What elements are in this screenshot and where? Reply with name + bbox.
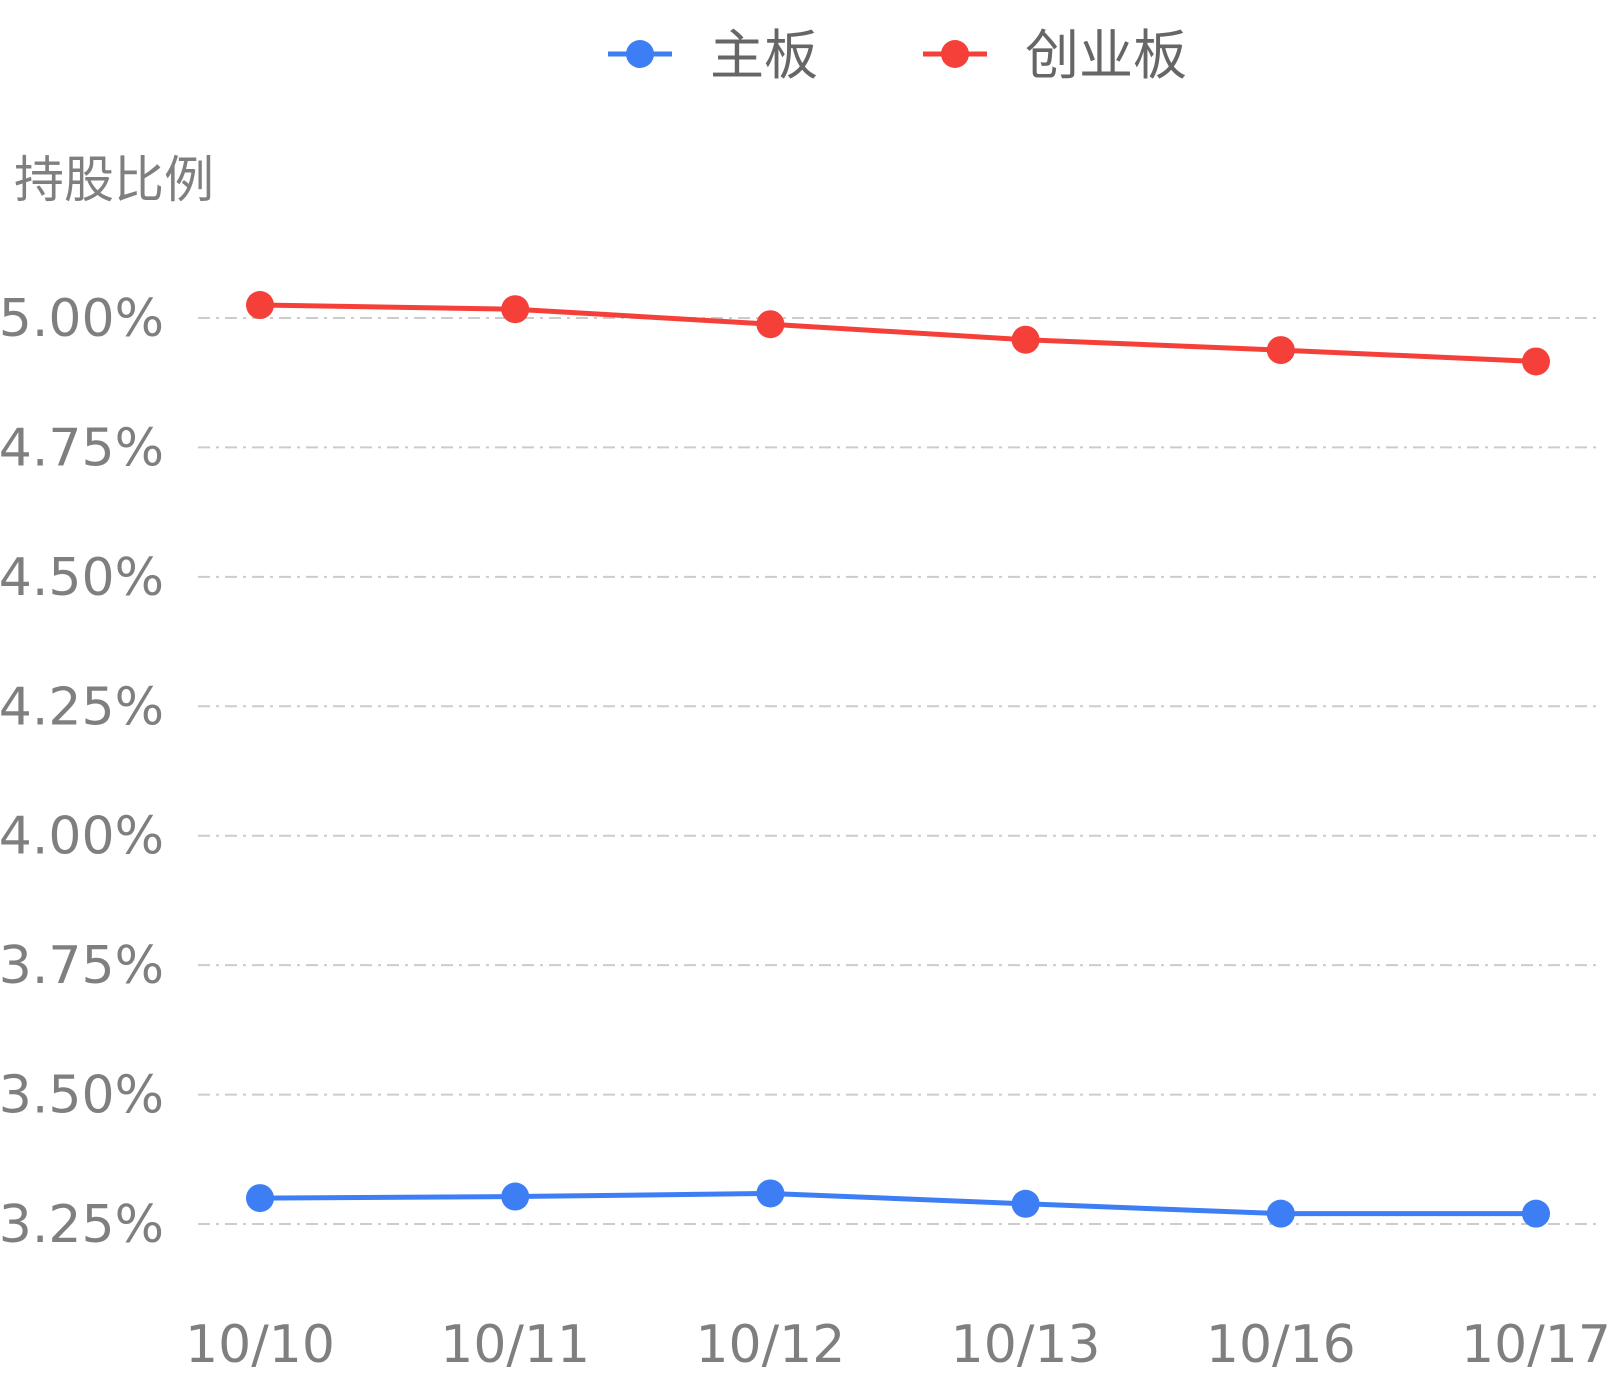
data-point xyxy=(1522,1199,1550,1228)
data-point xyxy=(1266,1199,1295,1228)
x-axis: 10/10 10/11 10/12 10/13 10/16 10/17 xyxy=(185,1315,1611,1375)
data-point xyxy=(246,1184,274,1213)
y-tick-label: 3.25% xyxy=(0,1195,164,1255)
x-tick-label: 10/11 xyxy=(440,1315,590,1375)
legend-label: 创业板 xyxy=(1025,24,1187,87)
x-tick-label: 10/10 xyxy=(185,1315,335,1375)
y-tick-label: 5.00% xyxy=(0,289,164,349)
y-tick-label: 4.75% xyxy=(0,418,164,478)
data-point xyxy=(1011,325,1040,354)
y-tick-label: 4.25% xyxy=(0,677,164,737)
series-group xyxy=(246,291,1550,1228)
data-point xyxy=(1266,336,1295,365)
x-tick-label: 10/12 xyxy=(695,1315,845,1375)
data-point xyxy=(501,295,530,324)
x-tick-label: 10/17 xyxy=(1461,1315,1611,1375)
legend-item: 主板 xyxy=(608,24,818,87)
legend-label: 主板 xyxy=(710,24,818,87)
legend-marker xyxy=(626,40,654,68)
legend-marker xyxy=(941,40,969,68)
y-axis: 3.25% 3.50% 3.75% 4.00% 4.25% 4.50% 4.75% 5.00% xyxy=(0,289,164,1255)
y-tick-label: 4.50% xyxy=(0,548,164,608)
series-2 xyxy=(246,291,1550,376)
y-tick-label: 4.00% xyxy=(0,807,164,867)
gridlines xyxy=(198,317,1600,1225)
series-line xyxy=(259,302,1537,364)
x-tick-label: 10/13 xyxy=(951,1315,1101,1375)
series-line xyxy=(259,1190,1536,1217)
series-1 xyxy=(246,1179,1550,1228)
data-point xyxy=(756,310,785,339)
data-point xyxy=(246,291,274,320)
data-point xyxy=(501,1182,530,1211)
legend-item: 创业板 xyxy=(923,24,1187,87)
y-axis-label: 持股比例 xyxy=(14,151,214,209)
data-point xyxy=(1011,1189,1040,1218)
x-tick-label: 10/16 xyxy=(1206,1315,1356,1375)
legend: 主板 创业板 xyxy=(608,24,1187,87)
y-tick-label: 3.75% xyxy=(0,936,164,996)
data-point xyxy=(756,1179,785,1208)
y-tick-label: 3.50% xyxy=(0,1066,164,1126)
data-point xyxy=(1522,347,1550,376)
